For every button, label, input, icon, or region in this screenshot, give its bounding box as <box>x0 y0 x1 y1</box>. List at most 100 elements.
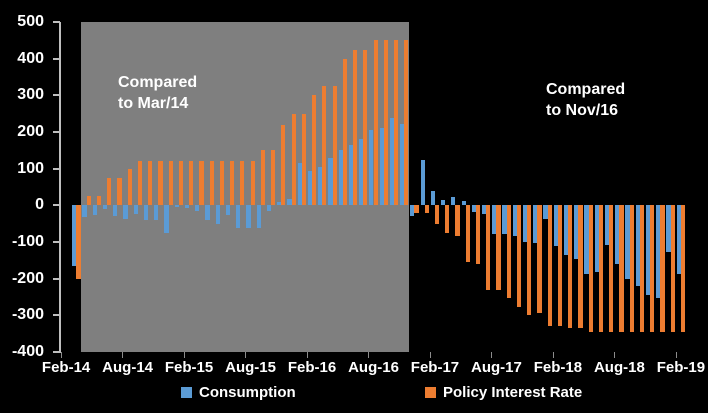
bar-consumption <box>359 139 364 206</box>
bar-policy-interest-rate <box>393 40 399 206</box>
bar-policy-interest-rate <box>322 86 327 206</box>
annotation-line: to Nov/16 <box>546 102 619 119</box>
y-axis-label: -200 <box>11 269 44 287</box>
y-axis-label: -400 <box>11 343 44 360</box>
y-axis-label: 200 <box>17 123 44 140</box>
bar-consumption <box>236 205 241 229</box>
bar-policy-interest-rate <box>76 205 81 279</box>
x-axis-tick <box>122 352 124 358</box>
bar-consumption <box>400 123 405 206</box>
y-axis-tick <box>53 57 60 60</box>
bar-policy-interest-rate <box>199 160 204 206</box>
bar-policy-interest-rate <box>650 205 655 332</box>
bar-policy-interest-rate <box>506 205 511 299</box>
bar-consumption <box>615 205 620 265</box>
bar-policy-interest-rate <box>178 160 183 206</box>
x-axis-tick <box>614 352 616 358</box>
y-axis-label: 500 <box>17 13 44 30</box>
x-axis-label: Feb-15 <box>164 359 214 376</box>
y-axis-tick <box>53 314 60 317</box>
x-axis-tick <box>368 352 370 358</box>
bar-policy-interest-rate <box>537 205 542 313</box>
bar-consumption <box>512 205 517 237</box>
bar-policy-interest-rate <box>219 160 224 206</box>
bar-policy-interest-rate <box>373 40 378 206</box>
bar-policy-interest-rate <box>404 40 409 206</box>
y-axis-tick <box>53 21 60 23</box>
bar-consumption <box>72 205 77 266</box>
bar-policy-interest-rate <box>312 95 317 206</box>
bar-policy-interest-rate <box>547 205 552 327</box>
bar-policy-interest-rate <box>271 150 276 206</box>
x-axis-label: Aug-14 <box>102 359 154 376</box>
bar-policy-interest-rate <box>445 205 450 234</box>
x-axis-label: Feb-14 <box>41 359 91 376</box>
bar-policy-interest-rate <box>107 177 112 206</box>
bar-consumption <box>184 205 190 209</box>
bar-policy-interest-rate <box>588 205 593 332</box>
x-axis-label: Aug-15 <box>225 359 276 376</box>
y-axis-tick <box>53 241 60 243</box>
bar-consumption <box>389 118 394 206</box>
annotation-compared-to-nov16: Compared to Nov/16 <box>546 79 625 121</box>
bar-consumption <box>102 205 108 209</box>
x-axis-tick <box>306 352 308 358</box>
bar-consumption <box>328 158 333 206</box>
bar-consumption <box>410 205 415 216</box>
y-axis-label: 100 <box>17 159 44 177</box>
y-axis-tick <box>53 204 60 207</box>
bar-policy-interest-rate <box>383 40 388 206</box>
bar-policy-interest-rate <box>557 205 563 327</box>
bar-consumption <box>205 205 210 220</box>
y-axis-tick <box>53 131 60 133</box>
bar-consumption <box>482 205 487 214</box>
bar-consumption <box>307 170 312 206</box>
legend-item-consumption: Consumption <box>181 383 296 401</box>
bar-consumption <box>502 205 507 234</box>
bar-consumption <box>574 205 579 260</box>
y-axis-label: 0 <box>35 196 44 214</box>
bar-policy-interest-rate <box>240 160 245 206</box>
bar-policy-interest-rate <box>527 205 532 316</box>
y-axis-line <box>59 22 61 353</box>
bar-policy-interest-rate <box>168 160 173 206</box>
y-axis-tick <box>53 94 60 97</box>
bar-policy-interest-rate <box>578 205 583 329</box>
bar-policy-interest-rate <box>291 114 296 206</box>
bar-policy-interest-rate <box>127 168 132 206</box>
bar-consumption <box>92 205 97 216</box>
x-axis-label: Aug-16 <box>348 359 399 376</box>
bar-consumption <box>461 200 466 206</box>
legend-swatch-policy-interest-rate-icon <box>425 386 436 398</box>
legend-label-consumption: Consumption <box>199 383 296 401</box>
bar-policy-interest-rate <box>117 177 122 206</box>
annotation-compared-to-mar14: Compared to Mar/14 <box>118 72 197 114</box>
bar-consumption <box>338 149 343 206</box>
bar-policy-interest-rate <box>353 49 358 206</box>
bar-consumption <box>604 205 610 245</box>
x-axis-tick <box>245 352 247 358</box>
bar-policy-interest-rate <box>486 205 491 290</box>
bar-consumption <box>533 205 538 243</box>
bar-consumption <box>543 205 548 220</box>
bar-policy-interest-rate <box>660 205 665 332</box>
bar-policy-interest-rate <box>230 160 235 206</box>
bar-policy-interest-rate <box>148 160 153 206</box>
bar-policy-interest-rate <box>455 205 460 236</box>
bar-consumption <box>287 198 292 206</box>
bar-consumption <box>82 205 87 218</box>
bar-consumption <box>133 205 138 215</box>
bar-policy-interest-rate <box>342 58 347 206</box>
y-axis-tick <box>53 167 60 170</box>
bar-consumption <box>318 166 323 206</box>
bar-consumption <box>625 205 630 280</box>
x-axis-label: Feb-18 <box>533 359 583 376</box>
bar-policy-interest-rate <box>137 160 143 206</box>
bar-policy-interest-rate <box>496 205 501 290</box>
bar-consumption <box>369 130 374 206</box>
bar-policy-interest-rate <box>424 205 429 213</box>
y-axis-tick <box>53 351 60 353</box>
annotation-line: Compared <box>546 81 626 98</box>
bar-consumption <box>348 144 353 206</box>
